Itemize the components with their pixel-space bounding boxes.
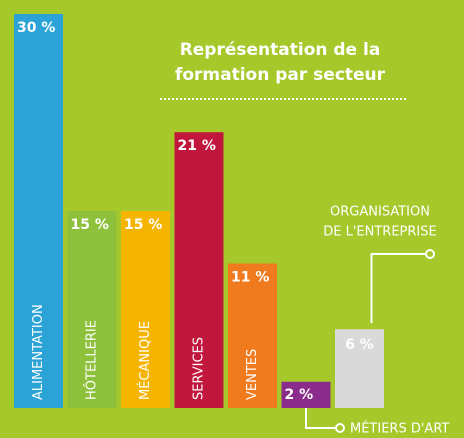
connector bbox=[370, 253, 425, 324]
connector-dot bbox=[425, 249, 435, 259]
bar bbox=[335, 329, 384, 408]
bar bbox=[67, 211, 117, 408]
category-label: ALIMENTATION bbox=[31, 304, 46, 400]
connector-dot bbox=[335, 423, 345, 433]
value-label: 21 % bbox=[178, 138, 216, 154]
category-label: ORGANISATION bbox=[330, 205, 430, 220]
bar bbox=[14, 14, 63, 408]
chart-title: formation par secteur bbox=[175, 65, 386, 85]
value-label: 15 % bbox=[124, 217, 162, 233]
bar bbox=[228, 263, 277, 408]
category-label: VENTES bbox=[245, 349, 260, 400]
category-label: SERVICES bbox=[192, 337, 207, 400]
value-label: 30 % bbox=[17, 20, 55, 36]
value-label: 6 % bbox=[345, 337, 374, 353]
chart-title: Représentation de la bbox=[180, 40, 381, 60]
category-label: MÉTIERS D'ART bbox=[350, 421, 449, 437]
bar bbox=[174, 132, 224, 408]
connector bbox=[305, 408, 335, 429]
bar bbox=[121, 211, 170, 408]
category-label: HÔTELLERIE bbox=[84, 320, 100, 400]
bar bbox=[281, 381, 331, 408]
category-label: MÉCANIQUE bbox=[137, 321, 153, 400]
value-label: 15 % bbox=[71, 217, 109, 233]
value-label: 11 % bbox=[231, 270, 269, 286]
value-label: 2 % bbox=[285, 387, 314, 403]
category-label: DE L'ENTREPRISE bbox=[323, 225, 436, 240]
